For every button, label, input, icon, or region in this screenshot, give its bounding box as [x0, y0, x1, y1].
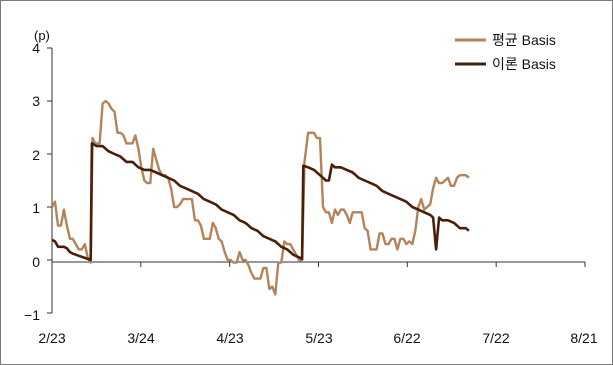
- y-tick-label: −1: [24, 307, 40, 323]
- x-tick-label: 2/23: [38, 330, 65, 346]
- x-tick-label: 8/21: [570, 330, 597, 346]
- y-tick-label: 4: [32, 40, 40, 56]
- x-tick-label: 3/24: [127, 330, 154, 346]
- legend-label-avg: 평균 Basis: [492, 32, 556, 48]
- legend: 평균 Basis 이론 Basis: [455, 32, 556, 72]
- y-tick-label: 3: [32, 93, 40, 109]
- y-tick-label: 2: [32, 147, 40, 163]
- y-tick-label: 0: [32, 254, 40, 270]
- series-line-avg-basis: [50, 99, 470, 296]
- x-tick-label: 4/23: [216, 330, 243, 346]
- y-unit-label: (p): [34, 28, 50, 43]
- series-line-theory-basis: [51, 142, 470, 262]
- x-tick-label: 6/22: [393, 330, 420, 346]
- x-tick-label: 7/22: [482, 330, 509, 346]
- y-tick-label: 1: [32, 200, 40, 216]
- legend-label-theory: 이론 Basis: [492, 56, 556, 72]
- x-tick-label: 5/23: [305, 330, 332, 346]
